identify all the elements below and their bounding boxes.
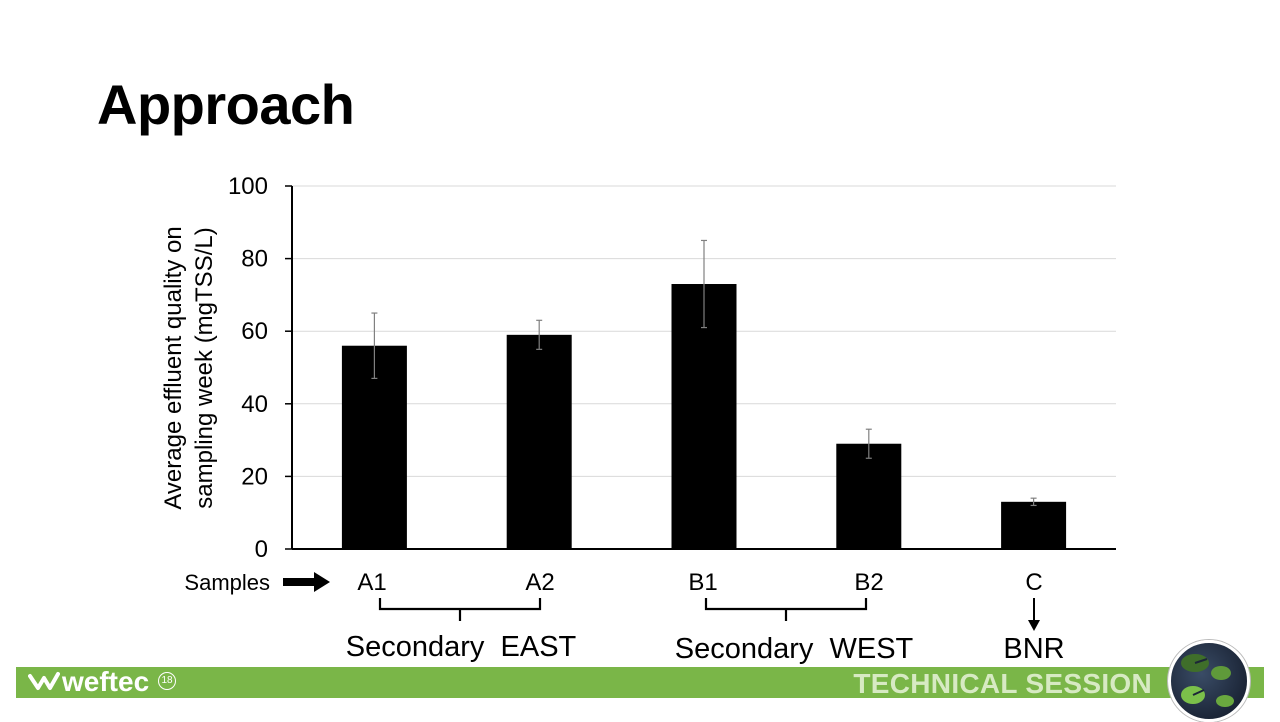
lily-pad-icon [1181,654,1234,707]
group-label: Secondary WEST [675,633,914,665]
bnr-arrow-head-icon [1028,620,1040,631]
weftec-logo: weftec 18 [28,666,176,698]
lily-pad-photo-badge [1168,640,1250,722]
session-label: TECHNICAL SESSION [853,668,1152,699]
x-tick-label: B2 [854,569,883,596]
bar-b2 [836,443,902,549]
bar-c [1001,501,1067,549]
bar-a1 [341,345,407,549]
y-tick-label: 20 [241,463,268,490]
footer-bar: TECHNICAL SESSION [16,667,1264,699]
bar-b1 [671,284,737,549]
x-tick-label: B1 [688,569,717,596]
y-axis-title-line-1: Average effluent quality on [160,226,187,509]
group-bracket-west [704,598,868,621]
x-tick-label: A2 [525,569,554,596]
logo-edition-badge: 18 [158,672,176,690]
x-tick-label: A1 [357,569,386,596]
y-tick-label: 100 [228,173,268,200]
logo-text: weftec [62,666,150,697]
bar-a2 [506,334,572,549]
x-axis-title: Samples [184,570,270,595]
y-tick-label: 80 [241,246,268,273]
y-axis-title-line-2: sampling week (mgTSS/L) [191,227,218,508]
y-tick-label: 0 [255,536,268,563]
slide-title: Approach [97,73,355,136]
weftec-wave-icon [28,672,60,690]
group-bracket-east [378,598,542,621]
y-tick-label: 60 [241,318,268,345]
x-tick-label: C [1025,569,1042,596]
group-label: BNR [1003,633,1064,665]
y-tick-label: 40 [241,391,268,418]
samples-arrow-icon [283,572,330,592]
group-label: Secondary EAST [346,631,577,663]
